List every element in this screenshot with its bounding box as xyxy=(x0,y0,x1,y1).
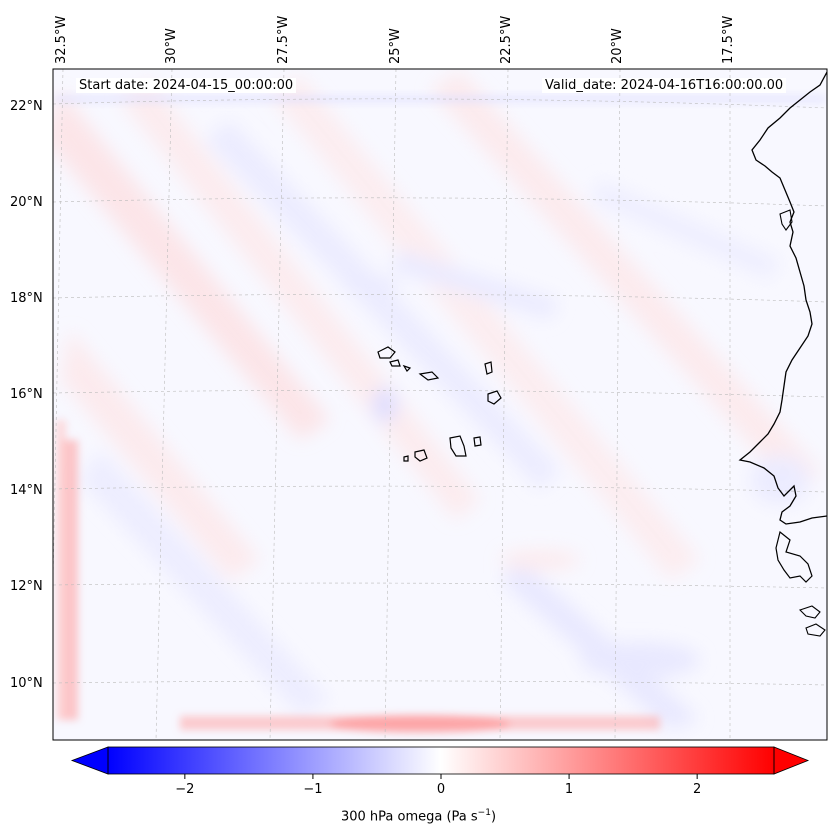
start-date-label: Start date: 2024-04-15_00:00:00 xyxy=(76,78,297,93)
map-frame xyxy=(52,68,828,741)
colorbar-tick-label: 1 xyxy=(564,782,574,797)
lat-label-20n: 20°N xyxy=(10,195,43,210)
colorbar-title: 300 hPa omega (Pa s−1) xyxy=(0,808,837,824)
colorbar-title-sup: −1 xyxy=(477,808,491,818)
lon-label-25w: 25°W xyxy=(388,28,403,64)
lat-label-12n: 12°N xyxy=(10,579,43,594)
lat-label-16n: 16°N xyxy=(10,387,43,402)
colorbar-tick-label: −2 xyxy=(175,782,195,797)
lon-label-22-5w: 22.5°W xyxy=(499,15,514,64)
colorbar-title-close: ) xyxy=(490,809,497,825)
colorbar-body xyxy=(108,747,774,774)
lon-label-30w: 30°W xyxy=(164,28,179,64)
colorbar-extend-min xyxy=(70,746,109,775)
coastline-africa xyxy=(738,71,827,525)
cape-verde-islands xyxy=(377,346,502,462)
lat-label-10n: 10°N xyxy=(10,676,43,691)
lon-label-32-5w: 32.5°W xyxy=(54,15,69,64)
valid-date-label: Valid_date: 2024-04-16T16:00:00.00 xyxy=(542,78,787,93)
colorbar-title-text: 300 hPa omega (Pa s xyxy=(340,809,478,825)
colorbar-extend-max xyxy=(773,746,810,775)
lat-label-22n: 22°N xyxy=(10,99,43,114)
colorbar-tick-label: −1 xyxy=(303,782,323,797)
lon-label-20w: 20°W xyxy=(610,28,625,64)
colorbar xyxy=(70,746,810,779)
lat-label-14n: 14°N xyxy=(10,483,43,498)
lon-label-17-5w: 17.5°W xyxy=(721,15,736,64)
graticule xyxy=(53,69,827,740)
lon-label-27-5w: 27.5°W xyxy=(276,15,291,64)
omega-field xyxy=(53,69,827,740)
colorbar-tick-label: 0 xyxy=(436,782,446,797)
colorbar-tick-label: 2 xyxy=(693,782,702,797)
lat-label-18n: 18°N xyxy=(10,291,43,306)
